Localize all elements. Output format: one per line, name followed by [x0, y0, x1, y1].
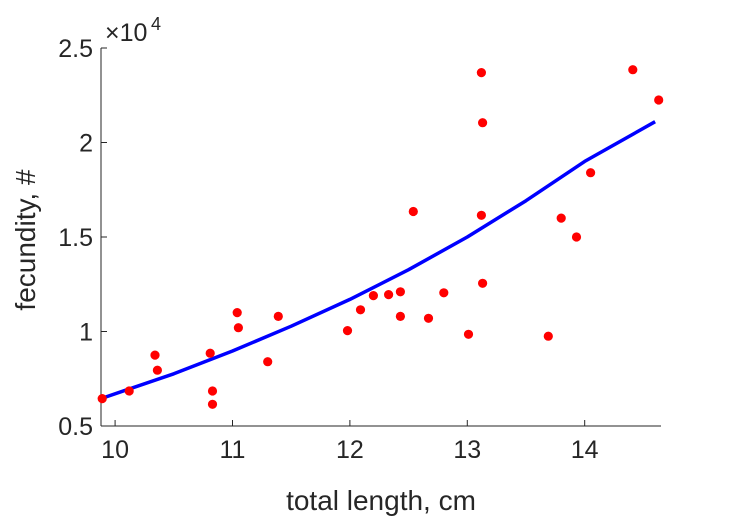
y-tick-label: 1 — [79, 319, 93, 347]
data-point — [628, 65, 638, 75]
data-point — [586, 168, 596, 178]
y-tick-label: 2 — [79, 130, 93, 158]
data-point — [476, 210, 486, 220]
data-point — [263, 357, 273, 367]
x-tick-label: 12 — [336, 436, 364, 464]
y-tick-label: 1.5 — [58, 224, 93, 252]
y-tick-label: 0.5 — [58, 413, 93, 441]
data-point — [556, 213, 566, 223]
y-tick-label: 2.5 — [58, 35, 93, 63]
labels-layer: total length, cm fecundity, # ×10 4 — [10, 14, 476, 516]
x-tick-label: 11 — [220, 436, 246, 464]
data-point — [478, 118, 488, 128]
x-tick-label: 10 — [101, 436, 129, 464]
y-exponent-base: ×10 — [105, 19, 147, 47]
data-point — [439, 288, 449, 298]
x-axis-label: total length, cm — [286, 485, 476, 516]
data-point — [463, 329, 474, 339]
fit-curve — [100, 120, 656, 401]
data-point — [543, 331, 553, 341]
data-point — [207, 386, 218, 396]
data-point — [97, 394, 107, 404]
data-point — [395, 311, 405, 321]
data-point — [571, 232, 582, 242]
data-point — [232, 308, 242, 318]
data-point — [478, 278, 488, 288]
axes: 10 11 12 13 14 0.5 1 1.5 2 2.5 — [58, 35, 661, 464]
data-point — [355, 305, 366, 315]
y-axis-label: fecundity, # — [10, 169, 41, 311]
data-point — [408, 206, 418, 217]
data-point — [152, 365, 162, 375]
fit-curve-layer — [100, 120, 656, 401]
data-point — [205, 348, 215, 358]
data-point — [124, 386, 134, 396]
data-point — [368, 291, 378, 301]
data-point — [476, 68, 486, 78]
data-point — [654, 95, 664, 105]
x-tick-label: 13 — [453, 436, 481, 464]
data-point — [233, 323, 243, 333]
y-exponent-power: 4 — [151, 14, 161, 34]
data-point — [150, 350, 160, 360]
data-point — [207, 399, 218, 409]
x-tick-label: 14 — [571, 436, 599, 464]
data-point — [273, 311, 283, 321]
data-point — [342, 326, 353, 336]
data-point — [384, 290, 394, 300]
data-point — [395, 287, 405, 297]
data-point — [423, 313, 434, 323]
data-points-layer — [97, 65, 664, 409]
